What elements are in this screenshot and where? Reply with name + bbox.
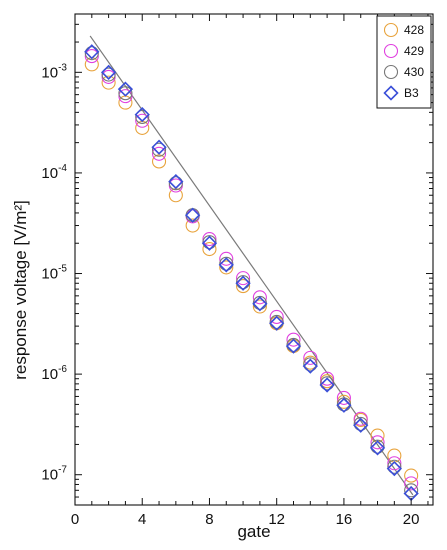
series-B3 — [84, 44, 419, 502]
data-point-429 — [252, 290, 267, 305]
data-point-429 — [303, 350, 318, 365]
data-point-429 — [353, 411, 368, 426]
data-point-B3 — [252, 296, 268, 312]
data-point-B3 — [353, 417, 369, 433]
data-point-429 — [84, 49, 99, 64]
data-point-428 — [236, 279, 251, 294]
data-point-429 — [387, 456, 402, 471]
data-point-428 — [219, 260, 234, 275]
data-point-430 — [168, 176, 183, 191]
data-point-430 — [84, 46, 99, 61]
legend-label: 428 — [404, 23, 424, 37]
data-point-B3 — [84, 44, 100, 60]
data-point-430 — [387, 459, 402, 474]
x-tick-label: 12 — [268, 511, 285, 528]
data-point-B3 — [168, 173, 184, 190]
data-point-430 — [286, 337, 301, 352]
data-point-429 — [202, 232, 217, 247]
data-point-B3 — [235, 275, 251, 291]
data-point-428 — [101, 75, 116, 90]
data-point-429 — [219, 251, 234, 266]
y-tick-label: 10-5 — [41, 264, 67, 283]
data-point-428 — [151, 154, 167, 169]
legend-marker-B3 — [383, 85, 399, 101]
legend-label: 430 — [404, 65, 424, 79]
data-point-429 — [151, 146, 167, 161]
data-point-B3 — [185, 207, 201, 223]
legend-marker-428 — [383, 22, 399, 38]
data-point-429 — [370, 435, 385, 450]
y-tick-label: 10-3 — [41, 62, 67, 81]
data-point-428 — [252, 299, 267, 314]
data-point-B3 — [151, 139, 167, 155]
y-tick-label: 10-4 — [41, 163, 67, 182]
data-point-428 — [185, 218, 200, 233]
data-point-430 — [118, 86, 133, 101]
data-point-B3 — [100, 64, 117, 80]
x-tick-label: 20 — [403, 511, 420, 528]
data-point-430 — [185, 208, 200, 223]
data-point-430 — [320, 376, 335, 391]
data-point-429 — [269, 309, 284, 325]
y-tick-label: 10-7 — [41, 465, 67, 484]
plot-area — [84, 35, 419, 502]
data-point-429 — [286, 332, 301, 347]
data-point-B3 — [302, 358, 318, 374]
data-point-B3 — [386, 460, 402, 477]
legend-label: B3 — [404, 86, 419, 100]
plot-frame — [74, 13, 434, 506]
data-point-429 — [236, 271, 251, 286]
data-point-B3 — [336, 397, 352, 413]
x-tick-label: 16 — [336, 511, 353, 528]
legend-label: 429 — [404, 44, 424, 58]
data-point-430 — [370, 439, 385, 454]
y-tick-label: 10-6 — [41, 364, 67, 383]
series-429 — [84, 49, 419, 491]
data-point-429 — [320, 371, 335, 386]
data-point-B3 — [269, 315, 285, 331]
data-point-B3 — [134, 106, 150, 123]
data-point-430 — [303, 357, 318, 372]
legend: 428 429 430 B3 — [376, 15, 432, 109]
data-point-428 — [404, 468, 419, 483]
data-point-B3 — [369, 440, 386, 456]
data-point-430 — [404, 483, 419, 498]
legend-marker-429 — [383, 43, 399, 59]
legend-marker-430 — [383, 64, 399, 80]
data-point-430 — [269, 314, 284, 330]
legend-box — [376, 15, 432, 109]
x-axis-title: gate — [237, 522, 270, 541]
data-point-429 — [404, 476, 419, 491]
data-point-430 — [101, 67, 116, 82]
data-point-B3 — [117, 81, 134, 97]
x-tick-label: 8 — [205, 511, 213, 528]
data-point-B3 — [218, 257, 234, 273]
x-tick-label: 4 — [138, 511, 146, 528]
fit-line — [89, 35, 414, 496]
y-axis-title: response voltage [V/m²] — [11, 200, 30, 380]
data-point-429 — [118, 89, 133, 104]
data-point-430 — [151, 142, 167, 157]
x-tick-label: 0 — [71, 511, 79, 528]
data-point-428 — [202, 242, 217, 257]
series-428 — [84, 57, 419, 483]
data-point-B3 — [201, 235, 218, 251]
data-point-430 — [353, 416, 368, 431]
data-point-430 — [135, 109, 150, 125]
data-point-429 — [336, 390, 351, 405]
data-point-429 — [135, 113, 150, 128]
data-point-B3 — [285, 338, 302, 354]
data-point-B3 — [319, 377, 335, 393]
